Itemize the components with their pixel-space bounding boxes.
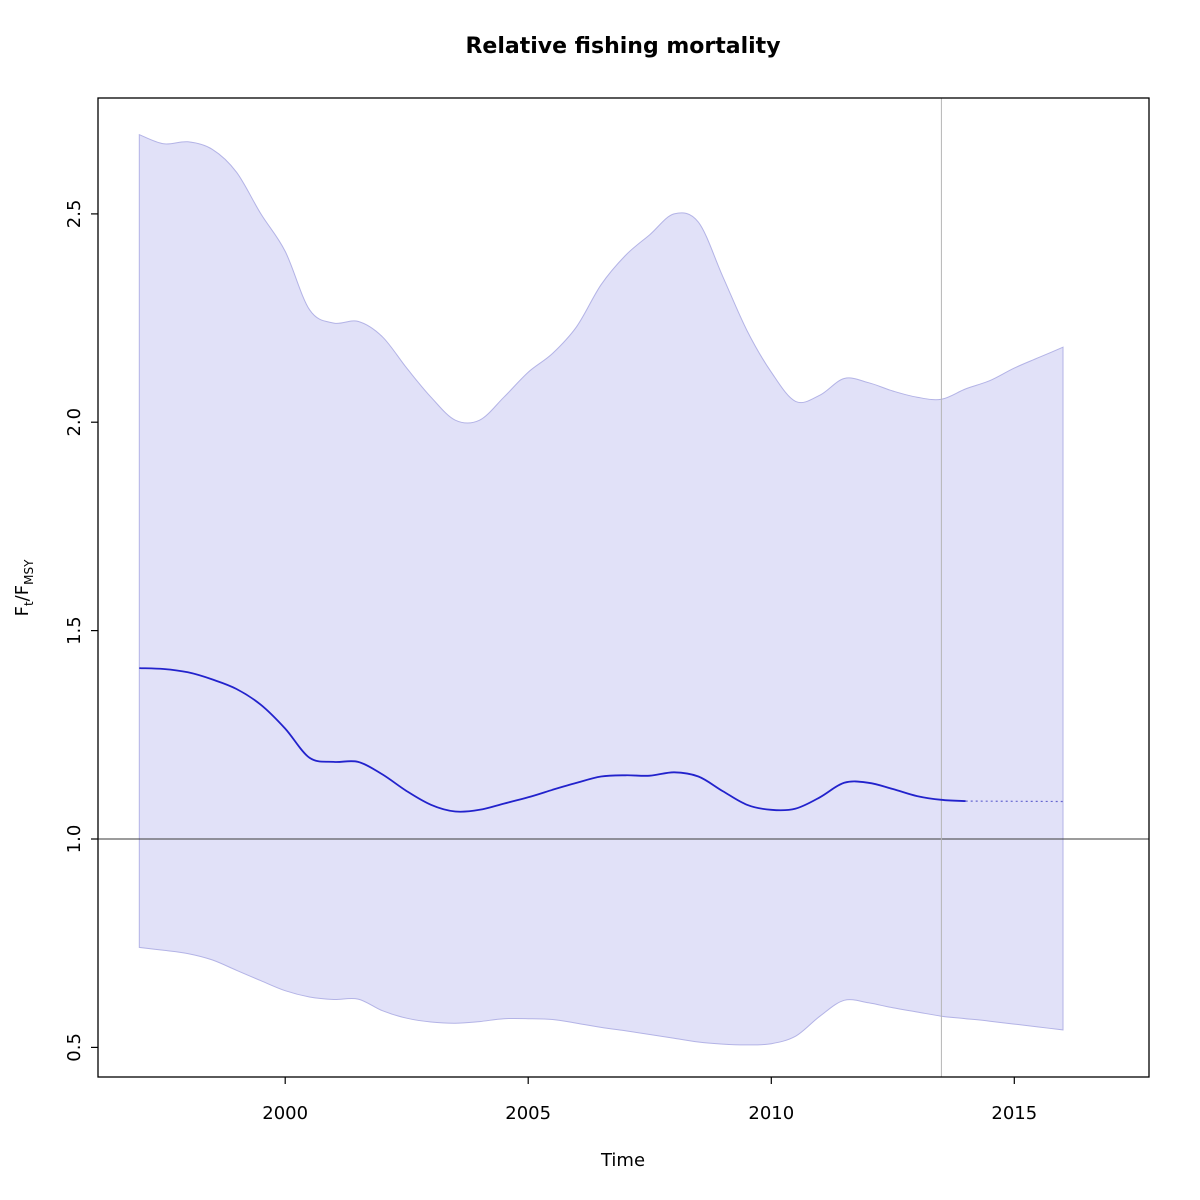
y-axis-label-slash-f: /F <box>12 584 34 602</box>
chart-title: Relative fishing mortality <box>465 34 781 59</box>
y-axis-label-f: F <box>12 606 34 617</box>
median-line <box>139 667 966 813</box>
y-tick-label: 1.0 <box>64 825 85 854</box>
y-tick-label: 0.5 <box>64 1033 85 1062</box>
x-tick-label: 2015 <box>991 1103 1037 1124</box>
y-tick-label: 2.0 <box>64 408 85 437</box>
y-tick-label: 1.5 <box>64 616 85 645</box>
y-axis-label: Ft/FMSY <box>12 560 36 617</box>
x-axis-label: Time <box>600 1150 646 1171</box>
confidence-band <box>138 133 1064 1046</box>
x-tick-label: 2010 <box>748 1103 794 1124</box>
plot-box <box>97 97 1150 1078</box>
y-axis-label-sub-msy: MSY <box>21 559 36 585</box>
y-axis-label-sub-t: t <box>21 601 36 607</box>
y-tick-label: 2.5 <box>64 200 85 229</box>
x-tick-label: 2005 <box>505 1103 551 1124</box>
x-tick-label: 2000 <box>262 1103 308 1124</box>
